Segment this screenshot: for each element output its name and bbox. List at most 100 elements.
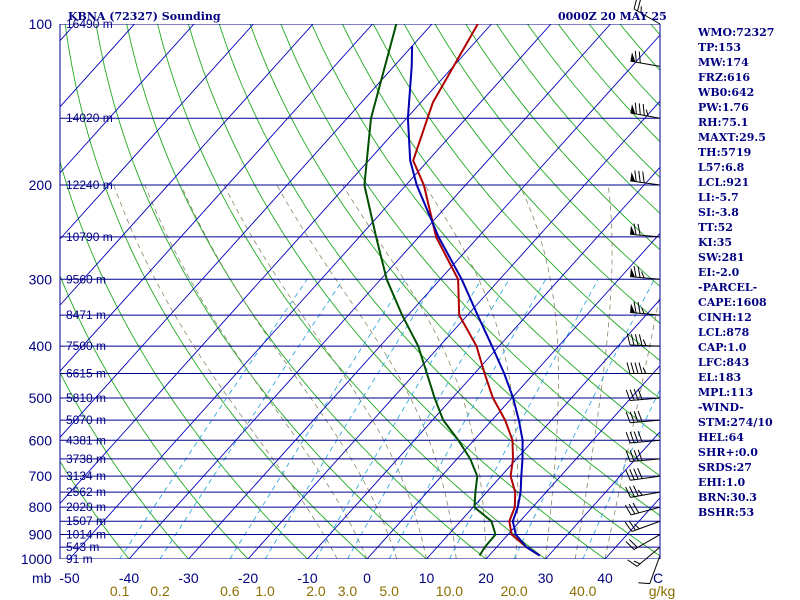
pressure-tick-label: 600 [29, 432, 53, 448]
stat-line: TT:52 [698, 221, 733, 234]
wind-barb-staff [630, 475, 661, 481]
wind-barb-feather [629, 469, 635, 480]
stats-panel: WMO:72327 TP:153 MW:174 FRZ:616 WB0:642 PW:1.… [698, 25, 774, 520]
height-label: 3738 m [66, 452, 106, 466]
wind-barb-feather [629, 450, 635, 462]
stat-line: -WIND- [698, 401, 744, 414]
wind-barb-staff [630, 112, 661, 119]
wind-barb-staff [630, 344, 661, 347]
wind-barb-feather [624, 521, 633, 532]
pressure-tick-label: 400 [29, 338, 53, 354]
wind-barb-feather [634, 102, 637, 115]
pressure-tick-label: 900 [29, 527, 53, 543]
stat-line: SW:281 [698, 251, 745, 264]
wind-barb-feather [627, 559, 638, 567]
wind-barb-staff [630, 419, 661, 424]
mixing-ratio-unit-label: g/kg [649, 583, 675, 599]
stat-line: LCL:878 [698, 326, 750, 339]
wind-barb-pennant [630, 52, 636, 63]
wind-barb-feather [633, 301, 637, 314]
height-label: 12240 m [66, 178, 113, 192]
height-label: 3134 m [66, 469, 106, 483]
wind-barb-feather [636, 0, 641, 12]
wind-barb-staff [630, 491, 661, 498]
height-label: 2562 m [66, 485, 106, 499]
stat-line: CAP:1.0 [698, 341, 747, 354]
wind-barb-feather [637, 266, 641, 278]
wind-barb-feather [634, 170, 637, 182]
wind-barb [624, 520, 661, 532]
stat-line: SI:-3.8 [698, 206, 739, 219]
wind-barb [630, 265, 661, 280]
moist-adiabat [276, 184, 457, 559]
mixing-ratio-tick-label: 1.0 [255, 583, 275, 599]
wind-barb [627, 546, 661, 567]
sounding-time: 0000Z 20 MAY 25 [558, 10, 667, 23]
wind-barb-staff [649, 555, 661, 584]
wind-barb-feather [630, 333, 635, 346]
stat-line: KI:35 [698, 236, 733, 249]
wind-barb-feather [641, 307, 645, 314]
wind-barb [638, 555, 661, 585]
wind-barb-pennant [630, 225, 636, 235]
wind-barb-feather [638, 582, 650, 585]
mixing-ratio-line [315, 279, 482, 559]
stat-line: STM:274/10 [698, 416, 773, 429]
wind-barb-feather [637, 223, 641, 236]
pressure-tick-label: 700 [29, 468, 53, 484]
stat-line: -PARCEL- [698, 281, 758, 294]
wind-barb-staff [630, 506, 661, 516]
wind-barb-staff [630, 311, 661, 316]
pressure-tick-label: 200 [29, 177, 53, 193]
wind-barb [630, 50, 661, 67]
wind-barb-feather [633, 388, 639, 401]
wind-barb [625, 431, 661, 444]
height-label: 7500 m [66, 339, 106, 353]
stat-line: CINH:12 [698, 311, 752, 324]
wind-barb-feather [633, 449, 639, 461]
isotherm [60, 24, 492, 505]
wind-barb-staff [630, 439, 661, 444]
wind-barb-feather [633, 0, 637, 10]
mixing-ratio-line [347, 279, 510, 559]
temperature-tick-label: -30 [178, 570, 198, 586]
wind-barb-feather [637, 410, 643, 422]
pressure-tick-label: 800 [29, 499, 53, 515]
wind-barb-feather [625, 541, 635, 550]
wind-barb-feather [629, 389, 635, 401]
isotherm [545, 431, 660, 559]
mixing-ratio-line [264, 279, 437, 559]
wind-barb [630, 223, 661, 238]
wind-barb-feather [629, 486, 635, 497]
pressure-unit-label: mb [32, 570, 52, 586]
stat-line: CAPE:1608 [698, 296, 767, 309]
height-label: 8471 m [66, 308, 106, 322]
wind-barb-feather [634, 50, 637, 63]
stat-line: FRZ:616 [698, 71, 751, 84]
height-label: 10790 m [66, 230, 113, 244]
isotherm [188, 34, 660, 559]
height-label: 91 m [66, 552, 93, 566]
temperature-tick-label: 10 [419, 570, 435, 586]
stat-line: WB0:642 [698, 86, 755, 99]
wind-barb-staff [630, 276, 661, 280]
stat-line: SHR+:0.0 [698, 446, 758, 459]
wind-barb-feather [638, 334, 643, 346]
stat-line: BRN:30.3 [698, 491, 757, 504]
wind-barb-feather [645, 109, 649, 117]
wind-barb [630, 170, 661, 186]
pressure-tick-label: 300 [29, 271, 53, 287]
stat-line: MW:174 [698, 56, 749, 69]
isotherm [60, 24, 254, 240]
mixing-ratio-tick-label: 0.1 [110, 583, 130, 599]
wind-barb-feather [633, 560, 641, 565]
wind-barb-feather [629, 539, 638, 548]
station-title: KBNA (72327) Sounding [68, 10, 221, 23]
isotherm [60, 24, 433, 439]
wind-barb-feather [641, 271, 645, 279]
height-label: 1507 m [66, 514, 106, 528]
wind-barb-feather [634, 362, 639, 374]
wind-barb-staff [633, 8, 661, 25]
height-label: 4381 m [66, 433, 106, 447]
height-label: 6615 m [66, 366, 106, 380]
